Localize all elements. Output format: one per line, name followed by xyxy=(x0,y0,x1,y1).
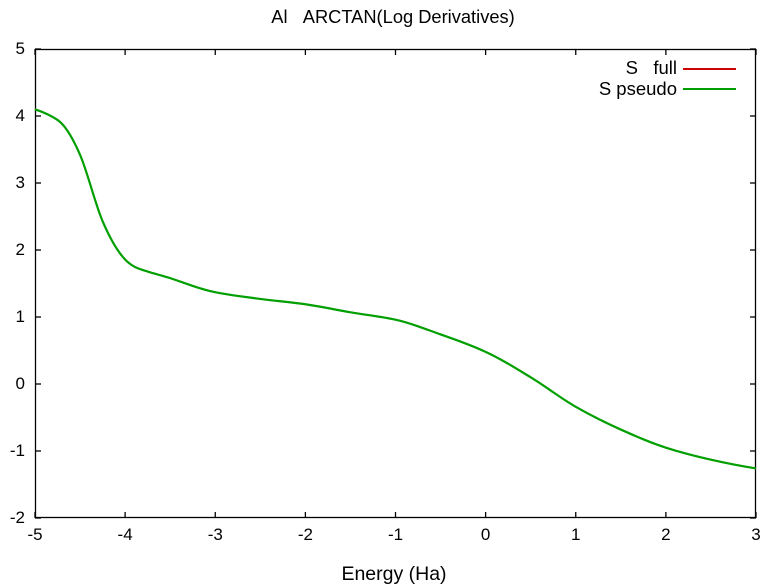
svg-text:-5: -5 xyxy=(27,525,42,544)
svg-text:5: 5 xyxy=(16,39,25,58)
svg-text:2: 2 xyxy=(661,525,670,544)
svg-text:-2: -2 xyxy=(298,525,313,544)
svg-text:3: 3 xyxy=(751,525,760,544)
svg-text:0: 0 xyxy=(16,374,25,393)
svg-text:0: 0 xyxy=(481,525,490,544)
svg-text:4: 4 xyxy=(16,106,25,125)
svg-text:S pseudo: S pseudo xyxy=(599,78,677,99)
svg-text:-1: -1 xyxy=(388,525,403,544)
svg-text:3: 3 xyxy=(16,173,25,192)
svg-text:-4: -4 xyxy=(118,525,133,544)
svg-text:-3: -3 xyxy=(208,525,223,544)
svg-text:1: 1 xyxy=(571,525,580,544)
svg-text:-2: -2 xyxy=(10,508,25,527)
svg-text:-1: -1 xyxy=(10,441,25,460)
svg-text:Al ARCTAN(Log Derivatives): Al ARCTAN(Log Derivatives) xyxy=(271,6,514,27)
svg-text:2: 2 xyxy=(16,240,25,259)
svg-text:Energy (Ha): Energy (Ha) xyxy=(341,563,446,585)
svg-text:1: 1 xyxy=(16,307,25,326)
svg-text:S full: S full xyxy=(626,57,677,78)
